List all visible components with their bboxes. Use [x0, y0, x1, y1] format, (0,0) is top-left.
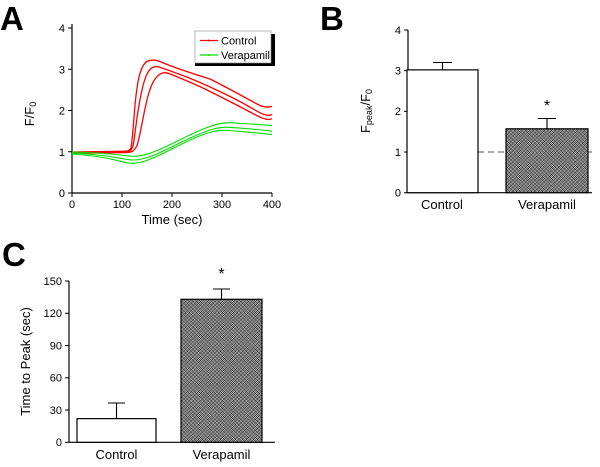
svg-text:30: 30 — [50, 405, 62, 417]
svg-text:Control: Control — [96, 447, 138, 462]
svg-text:Control: Control — [421, 197, 463, 212]
svg-text:B: B — [320, 0, 344, 37]
svg-text:2: 2 — [59, 106, 65, 118]
svg-text:2: 2 — [395, 106, 401, 118]
svg-text:Verapamil: Verapamil — [518, 197, 576, 212]
svg-text:4: 4 — [59, 23, 65, 35]
svg-text:0: 0 — [69, 199, 75, 211]
svg-text:Fpeak/F0: Fpeak/F0 — [358, 89, 374, 133]
svg-text:1: 1 — [395, 147, 401, 159]
svg-text:200: 200 — [163, 199, 181, 211]
svg-text:400: 400 — [263, 199, 281, 211]
svg-text:300: 300 — [213, 199, 231, 211]
svg-text:0: 0 — [395, 188, 401, 200]
svg-text:150: 150 — [44, 276, 62, 288]
svg-text:Verapamil: Verapamil — [193, 447, 251, 462]
svg-text:F/F0: F/F0 — [22, 102, 38, 127]
svg-text:Time (sec): Time (sec) — [142, 212, 203, 227]
svg-text:1: 1 — [59, 147, 65, 159]
svg-text:Time to Peak (sec): Time to Peak (sec) — [18, 307, 33, 416]
svg-text:Verapamil: Verapamil — [221, 50, 270, 62]
svg-text:0: 0 — [56, 437, 62, 449]
svg-text:60: 60 — [50, 373, 62, 385]
svg-text:3: 3 — [59, 64, 65, 76]
svg-text:90: 90 — [50, 340, 62, 352]
svg-text:*: * — [218, 266, 224, 283]
svg-text:C: C — [2, 236, 26, 273]
svg-text:120: 120 — [44, 308, 62, 320]
svg-text:A: A — [0, 0, 24, 37]
svg-text:3: 3 — [395, 65, 401, 77]
svg-text:4: 4 — [395, 25, 401, 37]
svg-text:*: * — [544, 98, 550, 115]
svg-text:0: 0 — [59, 188, 65, 200]
svg-text:Control: Control — [221, 36, 256, 48]
svg-text:100: 100 — [113, 199, 131, 211]
